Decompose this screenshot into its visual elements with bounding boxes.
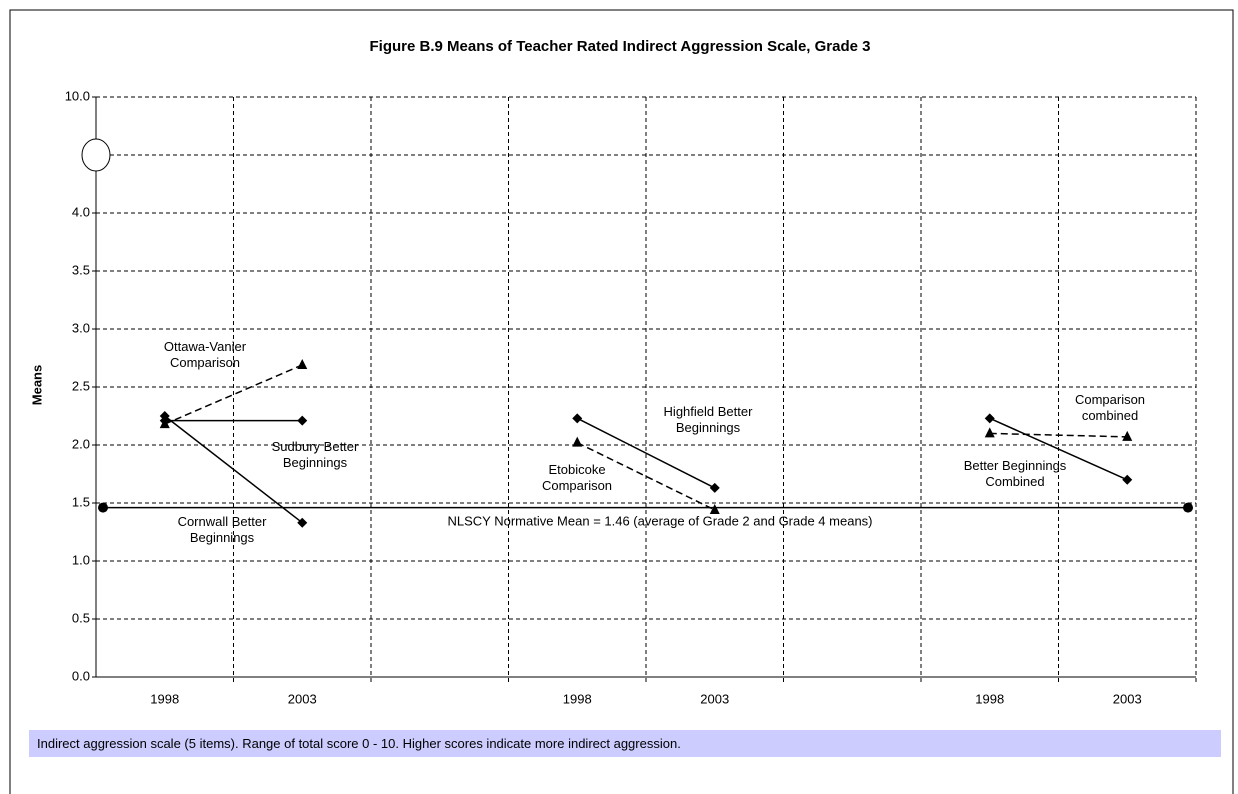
y-tick-label: 0.0 <box>72 668 90 683</box>
series-label: Highfield Better Beginnings <box>663 404 753 435</box>
y-axis-label: Means <box>29 365 44 405</box>
series-line <box>164 415 303 524</box>
x-tick-label: 2003 <box>1113 691 1142 706</box>
series-line <box>989 417 1128 481</box>
y-tick-label: 10.0 <box>65 88 90 103</box>
series-label: Etobicoke Comparison <box>541 462 613 493</box>
x-tick-label: 1998 <box>563 691 592 706</box>
series-line <box>576 417 716 489</box>
series-line <box>989 432 1128 438</box>
y-tick-label: 2.0 <box>72 436 90 451</box>
data-point <box>709 503 720 514</box>
y-tick-label: 3.0 <box>72 320 90 335</box>
x-tick-label: 2003 <box>700 691 729 706</box>
data-point <box>984 413 995 424</box>
x-tick-label: 2003 <box>288 691 317 706</box>
data-point <box>297 358 308 369</box>
chart-title: Figure B.9 Means of Teacher Rated Indire… <box>370 38 871 55</box>
series-line <box>164 364 303 425</box>
series-line <box>576 442 716 511</box>
y-tick-label: 1.5 <box>72 494 90 509</box>
data-point <box>984 427 995 438</box>
footnote: Indirect aggression scale (5 items). Ran… <box>29 730 1221 757</box>
series-label: Ottawa-Vanier Comparison <box>163 339 247 370</box>
reference-marker <box>1183 502 1193 513</box>
y-tick-label: 2.5 <box>72 378 90 393</box>
x-tick-label: 1998 <box>150 691 179 706</box>
data-point <box>572 413 583 424</box>
data-point <box>709 482 720 493</box>
y-tick-label: 3.5 <box>72 262 90 277</box>
data-point <box>1122 430 1133 441</box>
chart-frame <box>9 9 1234 794</box>
series-label: Better Beginnings Combined <box>963 458 1067 489</box>
series-label: Sudbury Better Beginnings <box>271 439 359 470</box>
axis-break <box>81 138 111 172</box>
series-label: Cornwall Better Beginnings <box>177 514 267 545</box>
data-point <box>572 436 583 447</box>
y-tick-label: 4.0 <box>72 204 90 219</box>
y-tick-label: 1.0 <box>72 552 90 567</box>
x-tick-label: 1998 <box>975 691 1004 706</box>
data-point <box>159 418 170 429</box>
data-point <box>297 415 308 426</box>
data-point <box>1122 474 1133 485</box>
reference-label: NLSCY Normative Mean = 1.46 (average of … <box>447 513 872 528</box>
reference-marker <box>98 502 108 513</box>
data-point <box>297 517 308 528</box>
y-tick-label: 0.5 <box>72 610 90 625</box>
series-label: Comparison combined <box>1074 392 1146 423</box>
data-point <box>159 411 170 421</box>
